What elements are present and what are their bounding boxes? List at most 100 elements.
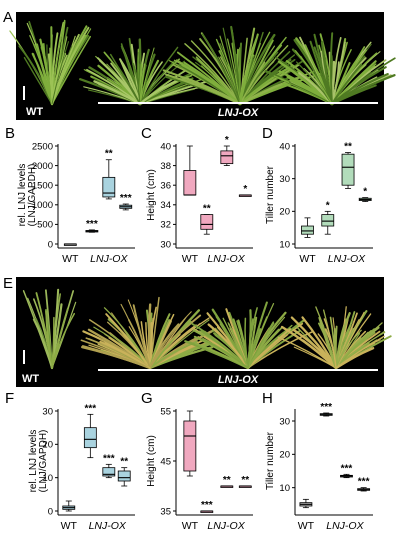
leaf-blade [330, 74, 396, 106]
leaf-blade [45, 310, 54, 370]
leaf-blade [109, 53, 141, 105]
significance-marker: * [363, 187, 367, 198]
y-tick-label: 10 [279, 483, 290, 494]
leaf-blade [247, 328, 280, 369]
y-tick-label: 1000 [32, 200, 53, 211]
significance-marker: ** [223, 475, 231, 486]
panel-f-chart: F 0 10 20 30 rel. LNJ levels (LNJ/GAPDH) WT LNJ-… [5, 390, 135, 532]
box-b-2: *** [85, 219, 99, 233]
box-d-1 [301, 217, 314, 238]
significance-marker: ** [344, 142, 352, 153]
box-f-2: *** [83, 403, 97, 459]
box-iqr [117, 470, 131, 482]
leaf-blade [201, 33, 241, 105]
significance-marker: *** [201, 500, 213, 511]
y-tick-label: 20 [279, 450, 290, 461]
significance-marker: *** [86, 219, 98, 230]
box-h-1 [299, 498, 313, 509]
y-tick-label: 30 [279, 416, 290, 427]
leaf-blade [51, 307, 69, 369]
box-iqr [83, 427, 97, 449]
box-h-4: *** [357, 477, 371, 492]
category-label-wt: WT [298, 520, 315, 532]
panel-e-ox-label: LNJ-OX [218, 374, 259, 386]
significance-marker: *** [320, 402, 332, 413]
box-g-4: ** [238, 475, 252, 488]
y-tick-label: 20 [279, 207, 290, 218]
leaf-blade [201, 338, 249, 369]
box-d-4: * [358, 187, 372, 202]
category-label-ox: LNJ-OX [328, 253, 366, 265]
panel-a-letter: A [3, 9, 13, 26]
box-iqr [102, 467, 116, 477]
category-label-ox: LNJ-OX [326, 520, 364, 532]
leaf-blade [294, 50, 333, 105]
y-tick-label: 30 [279, 174, 290, 185]
leaf-blade [239, 61, 266, 105]
leaf-blade [149, 329, 182, 369]
box-g-3: ** [220, 475, 234, 488]
leaf-blade [181, 64, 242, 106]
box-iqr [301, 225, 314, 235]
significance-marker: * [243, 184, 247, 195]
y-tick-label: 45 [160, 456, 171, 467]
panel-g-letter: G [141, 390, 153, 407]
leaf-blade [184, 43, 241, 105]
panel-c-letter: C [141, 125, 152, 142]
leaf-blade [162, 69, 242, 106]
significance-marker: *** [341, 463, 353, 474]
y-tick-label: 10 [279, 239, 290, 250]
panel-h-letter: H [262, 390, 273, 407]
panel-a-plants [9, 19, 396, 106]
panel-e-wt-label: WT [22, 373, 39, 385]
y-tick-label: 500 [37, 220, 53, 231]
leaf-blade [51, 35, 92, 105]
category-label-wt: WT [182, 253, 199, 265]
y-axis-label: rel. LNJ levels [17, 164, 28, 227]
category-label-wt: WT [182, 520, 199, 532]
leaf-blade [51, 316, 55, 369]
panel-a-wt-label: WT [26, 106, 43, 118]
panel-e-plants [22, 288, 392, 370]
category-label-wt: WT [299, 253, 316, 265]
y-axis-label: Tiller number [265, 431, 276, 490]
y-tick-label: 2000 [32, 161, 53, 172]
significance-marker: *** [120, 193, 132, 204]
leaf-blade [51, 41, 69, 105]
box-f-4: ** [117, 457, 131, 487]
leaf-blade [132, 304, 151, 369]
leaf-blade [119, 58, 141, 105]
leaf-blade [136, 51, 141, 105]
leaf-blade [92, 349, 151, 369]
box-g-1 [183, 410, 197, 477]
ox-plant-a-3 [264, 32, 396, 106]
ox-plant-e-1 [80, 296, 216, 370]
y-tick-label: 2500 [32, 141, 53, 152]
leaf-blade [236, 320, 249, 369]
leaf-blade [50, 26, 90, 106]
leaf-blade [93, 80, 142, 106]
leaf-blade [335, 335, 385, 369]
panel-e-photo: WT LNJ-OX [16, 277, 392, 387]
leaf-blade [22, 290, 53, 369]
leaf-blade [139, 47, 155, 105]
y-axis-label-line2: (LNJ/GAPDH) [27, 164, 38, 227]
significance-marker: * [326, 200, 330, 211]
y-axis-label: Tiller number [265, 165, 276, 224]
box-f-1 [62, 500, 76, 512]
y-axis-label-line2: (LNJ/GAPDH) [38, 430, 49, 493]
leaf-blade [29, 35, 53, 105]
box-iqr [321, 214, 335, 227]
panel-a-ox-label: LNJ-OX [218, 107, 259, 119]
box-d-3: ** [341, 142, 355, 189]
leaf-blade [247, 318, 254, 369]
y-axis-label: Height (cm) [146, 169, 157, 221]
y-tick-label: 35 [160, 506, 171, 517]
leaf-blade [247, 302, 275, 369]
box-iqr [200, 214, 214, 230]
y-tick-label: 34 [160, 200, 171, 211]
